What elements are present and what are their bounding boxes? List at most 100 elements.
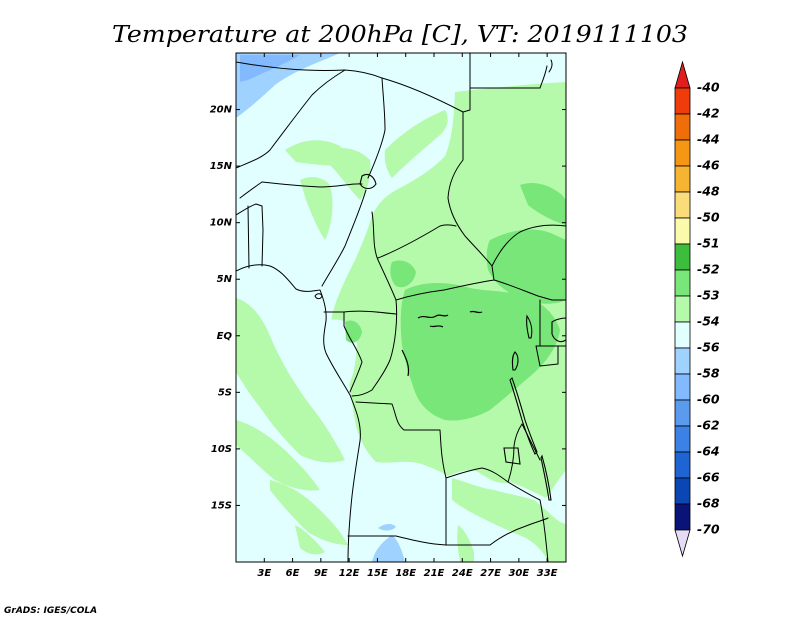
colorbar-box [674, 477, 691, 505]
country-border [371, 211, 397, 301]
lon-tick-label: 24E [452, 568, 473, 579]
colorbar-label: -62 [697, 418, 720, 433]
temperature-field-region [240, 55, 300, 82]
lat-tick-label: 15N [210, 161, 233, 172]
lat-tick-label: 5N [217, 274, 233, 285]
colorbar-box [674, 139, 691, 167]
colorbar-label: -56 [697, 340, 720, 355]
temperature-field-region [236, 420, 320, 491]
map-borders [236, 53, 566, 562]
country-border [491, 224, 566, 267]
map-title: Temperature at 200hPa [C], VT: 201911110… [112, 22, 688, 48]
lon-tick-label: 6E [286, 568, 300, 579]
colorbar-box [674, 87, 691, 115]
country-border [381, 77, 464, 113]
colorbar-box [674, 113, 691, 141]
lon-tick-label: 15E [367, 568, 388, 579]
country-border [321, 189, 367, 287]
country-border [261, 181, 363, 188]
colorbar-box [674, 373, 691, 401]
lat-tick-label: 5S [218, 387, 232, 398]
colorbar-legend: -40 -42 -44 -46 -48 -50 -51 -52 -53 -54 -56 -58 -60 -… [674, 60, 720, 558]
lat-tick-label: 20N [210, 105, 233, 116]
coastline [236, 264, 361, 562]
lake-outline [540, 454, 552, 501]
lake-outline [526, 314, 533, 339]
river-line [429, 325, 444, 328]
river-line [417, 314, 449, 319]
colorbar-box [674, 425, 691, 453]
colorbar-box [674, 217, 691, 245]
country-border [535, 345, 559, 367]
colorbar-box [674, 191, 691, 219]
colorbar-box [674, 165, 691, 193]
temperature-field-region [372, 535, 405, 562]
lon-tick-label: 30E [508, 568, 529, 579]
colorbar-label: -58 [697, 366, 720, 381]
colorbar-label: -68 [697, 496, 720, 511]
colorbar-label: -40 [697, 80, 720, 95]
map-axes: 20N 15N 10N 5N EQ 5S 10S 15S 3E 6E 9E 12E 15E 18E 21E 2… [210, 53, 566, 579]
temperature-field-region [300, 177, 333, 240]
colorbar-label: -44 [697, 132, 720, 147]
colorbar-box [674, 321, 691, 349]
lake-outline [551, 317, 566, 343]
colorbar-box [674, 399, 691, 427]
credit-label: GrADS: IGES/COLA [4, 606, 97, 616]
country-border [351, 299, 398, 397]
colorbar-label: -52 [697, 262, 720, 277]
colorbar-triangle-bottom [674, 529, 691, 558]
lon-tick-label: 18E [395, 568, 416, 579]
lat-tick-label: 10N [210, 218, 233, 229]
lake-outline [359, 173, 377, 190]
river-line [469, 310, 483, 314]
country-border [521, 423, 541, 461]
temperature-field-blue [236, 53, 405, 562]
colorbar-box [674, 243, 691, 271]
country-border [462, 53, 541, 113]
colorbar-label: -66 [697, 470, 720, 485]
temperature-field-region [457, 525, 474, 562]
country-border [247, 205, 264, 269]
colorbar-label: -50 [697, 210, 720, 225]
colorbar-label: -70 [697, 522, 720, 537]
temperature-field-region [520, 183, 566, 225]
temperature-field-region [378, 524, 396, 531]
colorbar-box [674, 347, 691, 375]
country-border [367, 77, 386, 179]
colorbar-label: -54 [697, 314, 720, 329]
lon-tick-label: 12E [339, 568, 360, 579]
colorbar-label: -48 [697, 184, 720, 199]
lake-outline [503, 447, 521, 465]
colorbar-label: -51 [697, 236, 720, 251]
colorbar-box [674, 269, 691, 297]
lon-tick-label: 27E [480, 568, 501, 579]
colorbar-box [674, 295, 691, 323]
lon-tick-label: 21E [424, 568, 445, 579]
colorbar-box [674, 503, 691, 531]
temperature-field-region [236, 298, 345, 463]
lake-outline [509, 376, 538, 455]
lon-tick-label: 3E [257, 568, 271, 579]
colorbar-triangle-top [674, 60, 691, 89]
coastline [539, 59, 553, 89]
temperature-field-region [486, 229, 566, 304]
temperature-field-region [270, 480, 348, 545]
lat-tick-label: 10S [211, 444, 232, 455]
country-border [323, 310, 397, 393]
colorbar-label: -64 [697, 444, 720, 459]
colorbar-label: -53 [697, 288, 720, 303]
country-border [347, 477, 491, 546]
country-border [447, 111, 493, 267]
island-coastline [314, 293, 323, 300]
colorbar-label: -42 [697, 106, 720, 121]
lat-tick-label: 15S [211, 500, 232, 511]
temperature-field-region [295, 525, 325, 555]
colorbar-label: -46 [697, 158, 720, 173]
country-border [236, 61, 383, 79]
lake-outline [511, 351, 519, 371]
temperature-field-region [452, 478, 566, 562]
colorbar-label: -60 [697, 392, 720, 407]
temperature-field-region [384, 110, 448, 178]
